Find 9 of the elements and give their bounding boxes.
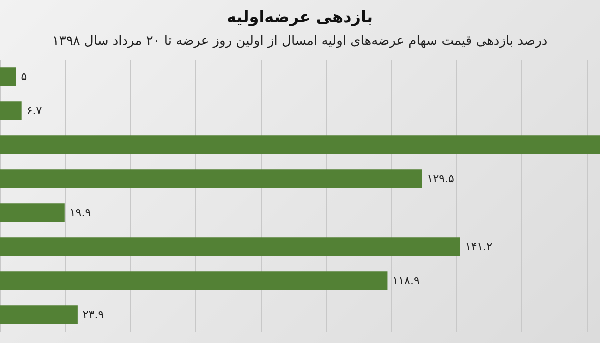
data-label: ۶.۷ <box>26 104 42 118</box>
data-label: ۱۹.۹ <box>70 206 92 220</box>
data-label: ۱۴۱.۲ <box>465 240 493 254</box>
chart-title: بازدهی عرضه‌اولیه <box>226 8 374 26</box>
chart-subtitle: درصد بازدهی قیمت سهام عرضه‌های اولیه امسال از اولین روز عرضه تا ۲۰ مرداد سال ۱۳۹۸ <box>52 34 548 49</box>
data-label: ۱۱۸.۹ <box>392 274 420 288</box>
data-label: ۵ <box>21 70 28 84</box>
data-label: ۱۲۹.۵ <box>427 172 455 186</box>
data-label: ۲۳.۹ <box>82 308 104 322</box>
